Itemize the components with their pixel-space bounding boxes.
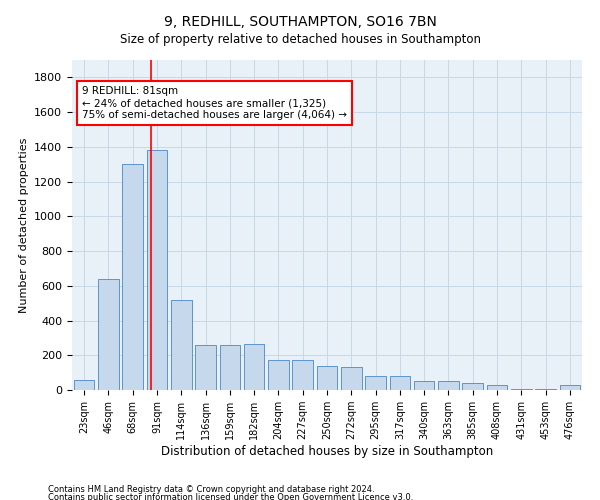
Text: 9 REDHILL: 81sqm
← 24% of detached houses are smaller (1,325)
75% of semi-detach: 9 REDHILL: 81sqm ← 24% of detached house… xyxy=(82,86,347,120)
Bar xyxy=(463,383,483,390)
Y-axis label: Number of detached properties: Number of detached properties xyxy=(19,138,29,312)
Bar xyxy=(535,389,556,390)
Bar xyxy=(220,345,240,390)
Bar xyxy=(122,164,143,390)
Text: Contains public sector information licensed under the Open Government Licence v3: Contains public sector information licen… xyxy=(48,492,413,500)
Bar xyxy=(244,344,265,390)
Bar xyxy=(560,385,580,390)
Bar xyxy=(317,366,337,390)
Bar xyxy=(195,345,216,390)
Bar xyxy=(341,368,362,390)
Bar xyxy=(292,360,313,390)
Bar xyxy=(487,385,508,390)
Bar xyxy=(171,300,191,390)
Bar xyxy=(146,150,167,390)
X-axis label: Distribution of detached houses by size in Southampton: Distribution of detached houses by size … xyxy=(161,445,493,458)
Text: Size of property relative to detached houses in Southampton: Size of property relative to detached ho… xyxy=(119,32,481,46)
Bar xyxy=(365,376,386,390)
Bar xyxy=(74,380,94,390)
Bar xyxy=(98,279,119,390)
Bar xyxy=(389,376,410,390)
Text: 9, REDHILL, SOUTHAMPTON, SO16 7BN: 9, REDHILL, SOUTHAMPTON, SO16 7BN xyxy=(164,15,436,29)
Text: Contains HM Land Registry data © Crown copyright and database right 2024.: Contains HM Land Registry data © Crown c… xyxy=(48,486,374,494)
Bar xyxy=(268,360,289,390)
Bar xyxy=(438,382,459,390)
Bar xyxy=(511,389,532,390)
Bar xyxy=(414,382,434,390)
